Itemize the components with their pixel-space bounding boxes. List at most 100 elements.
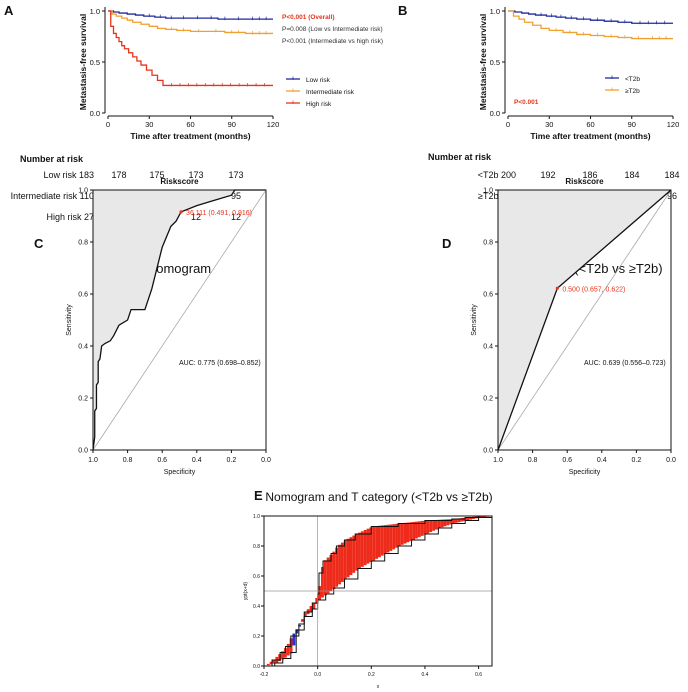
panel-B-y-label: Metastasis-free survival bbox=[478, 14, 488, 110]
panel-E-y-tick-label: 1.0 bbox=[253, 514, 260, 520]
panel-C-y-tick-label: 0.4 bbox=[78, 344, 88, 351]
panel-E-red-band bbox=[397, 523, 401, 547]
panel-C-x-tick-label: 0.8 bbox=[123, 457, 133, 464]
panel-D-shaded-area bbox=[498, 190, 671, 450]
panel-E-red-band bbox=[343, 540, 347, 580]
panel-A-legend-label: Low risk bbox=[306, 77, 331, 84]
panel-B-y-tick-label: 0.0 bbox=[490, 109, 500, 118]
panel-A-risk-title: Number at risk bbox=[20, 154, 84, 164]
panel-A-x-tick-label: 0 bbox=[106, 120, 110, 129]
panel-A-legend-label: High risk bbox=[306, 101, 332, 108]
panel-B-x-tick-label: 90 bbox=[628, 120, 636, 129]
panel-E-red-band bbox=[403, 522, 407, 544]
panel-E-red-band bbox=[392, 524, 396, 550]
panel-E-red-band bbox=[426, 520, 430, 534]
panel-E-red-band bbox=[312, 602, 316, 609]
panel-C-x-tick-label: 0.2 bbox=[227, 457, 237, 464]
panel-E-red-band bbox=[380, 525, 384, 556]
panel-A-pvalue: P=0.008 (Low vs Intermediate risk) bbox=[282, 26, 383, 33]
panel-D-y-tick-label: 0.8 bbox=[483, 240, 493, 247]
panel-E-red-band bbox=[355, 534, 359, 571]
panel-C-threshold-label: 36.111 (0.491, 0.916) bbox=[186, 210, 252, 217]
panel-E-red-band bbox=[266, 663, 270, 666]
panel-B-risk-value: 96 bbox=[667, 191, 677, 201]
panel-B-y-tick-label: 1.0 bbox=[490, 7, 500, 16]
panel-A-x-tick-label: 90 bbox=[228, 120, 236, 129]
panel-A-legend-label: Intermediate risk bbox=[306, 89, 355, 96]
panel-E-red-band bbox=[386, 524, 390, 553]
panel-E-red-band bbox=[286, 643, 290, 656]
panel-C-title: Nomogram bbox=[147, 261, 211, 276]
panel-E-red-band bbox=[272, 659, 276, 664]
panel-B-legend-label: <T2b bbox=[625, 76, 640, 83]
panel-E-y-tick-label: 0.2 bbox=[253, 634, 260, 640]
panel-E-red-band bbox=[420, 520, 424, 536]
panel-C-x-label: Specificity bbox=[164, 469, 196, 476]
panel-D-letter: D bbox=[442, 236, 451, 251]
panel-C-y-tick-label: 0.6 bbox=[78, 292, 88, 299]
panel-B-risk-value: 186 bbox=[582, 170, 597, 180]
panel-C-letter: C bbox=[34, 236, 44, 251]
panel-C-roc-curve bbox=[92, 189, 266, 451]
panel-E-red-band bbox=[389, 524, 393, 551]
panel-C-threshold-point bbox=[179, 210, 183, 214]
panel-A-curve-2 bbox=[108, 10, 273, 87]
panel-C-y-label: Sensitivity bbox=[66, 304, 73, 336]
panel-E-red-band bbox=[303, 612, 307, 618]
panel-B-risk-value: 192 bbox=[540, 170, 555, 180]
panel-E-red-band bbox=[446, 519, 450, 526]
panel-B-x-tick-label: 60 bbox=[586, 120, 594, 129]
panel-D-diagonal bbox=[497, 189, 672, 451]
panel-E-red-band bbox=[395, 523, 398, 548]
panel-E-y-tick-label: 0.4 bbox=[253, 604, 260, 610]
panel-C-x-tick-label: 0.0 bbox=[261, 457, 271, 464]
panel-D-y-tick-label: 0.4 bbox=[483, 344, 493, 351]
panel-E-red-band bbox=[332, 551, 336, 589]
panel-E-red-band bbox=[352, 535, 356, 573]
panel-C-y-tick-label: 0.0 bbox=[78, 448, 88, 455]
panel-A-x-tick-label: 60 bbox=[186, 120, 194, 129]
panel-B-x-tick-label: 120 bbox=[667, 120, 680, 129]
panel-E-red-band bbox=[423, 520, 427, 535]
panel-E-x-tick-label: 0.2 bbox=[368, 672, 375, 678]
panel-D-x-tick-label: 0.0 bbox=[666, 457, 676, 464]
panel-E-y-label: ypt(x+d) bbox=[243, 582, 249, 601]
panel-E-red-band bbox=[375, 526, 378, 559]
panel-E-red-band bbox=[440, 519, 444, 528]
panel-E-upper-curve bbox=[264, 515, 492, 667]
panel-A-x-tick-label: 120 bbox=[267, 120, 280, 129]
panel-A-x-tick-label: 30 bbox=[145, 120, 153, 129]
panel-E-red-band bbox=[315, 597, 319, 604]
panel-B-y-tick-label: 0.5 bbox=[490, 58, 500, 67]
panel-D-x-tick-label: 0.8 bbox=[528, 457, 538, 464]
panel-E-blue-band bbox=[295, 629, 299, 634]
panel-E-red-band bbox=[415, 521, 418, 539]
panel-D-y-label: Sensitivity bbox=[471, 304, 478, 336]
panel-E-title: Nomogram and T category (<T2b vs ≥T2b) bbox=[265, 490, 492, 504]
panel-B-pvalue: P<0.001 bbox=[514, 99, 539, 106]
panel-E-blue-band bbox=[298, 625, 302, 627]
panel-E-red-band bbox=[323, 560, 327, 596]
panel-C-y-tick-label: 1.0 bbox=[78, 188, 88, 195]
panel-E-red-band bbox=[409, 522, 413, 541]
panel-D-threshold-label: 0.500 (0.657, 0.622) bbox=[562, 286, 625, 293]
panel-E-red-band bbox=[452, 518, 455, 524]
panel-B-legend-label: ≥T2b bbox=[625, 88, 640, 95]
panel-E-red-band bbox=[443, 519, 447, 527]
panel-E-red-band bbox=[349, 537, 353, 576]
panel-E-x-label: x bbox=[377, 684, 380, 690]
panel-B-risk-value: 184 bbox=[624, 170, 639, 180]
panel-A-risk-row-label: Intermediate risk 110 bbox=[11, 191, 94, 201]
panel-E-red-band bbox=[335, 547, 339, 587]
panel-A-y-tick-label: 1.0 bbox=[90, 7, 100, 16]
panel-E-red-band bbox=[378, 525, 381, 558]
panel-E-red-band bbox=[346, 538, 350, 578]
panel-E-red-band bbox=[412, 521, 416, 540]
panel-A-y-tick-label: 0.5 bbox=[90, 58, 100, 67]
panel-C-y-tick-label: 0.8 bbox=[78, 240, 88, 247]
panel-E-letter: E bbox=[254, 488, 263, 503]
panel-C-x-tick-label: 0.6 bbox=[157, 457, 167, 464]
panel-E-red-band bbox=[417, 521, 421, 538]
panel-C-diagonal bbox=[92, 189, 267, 451]
